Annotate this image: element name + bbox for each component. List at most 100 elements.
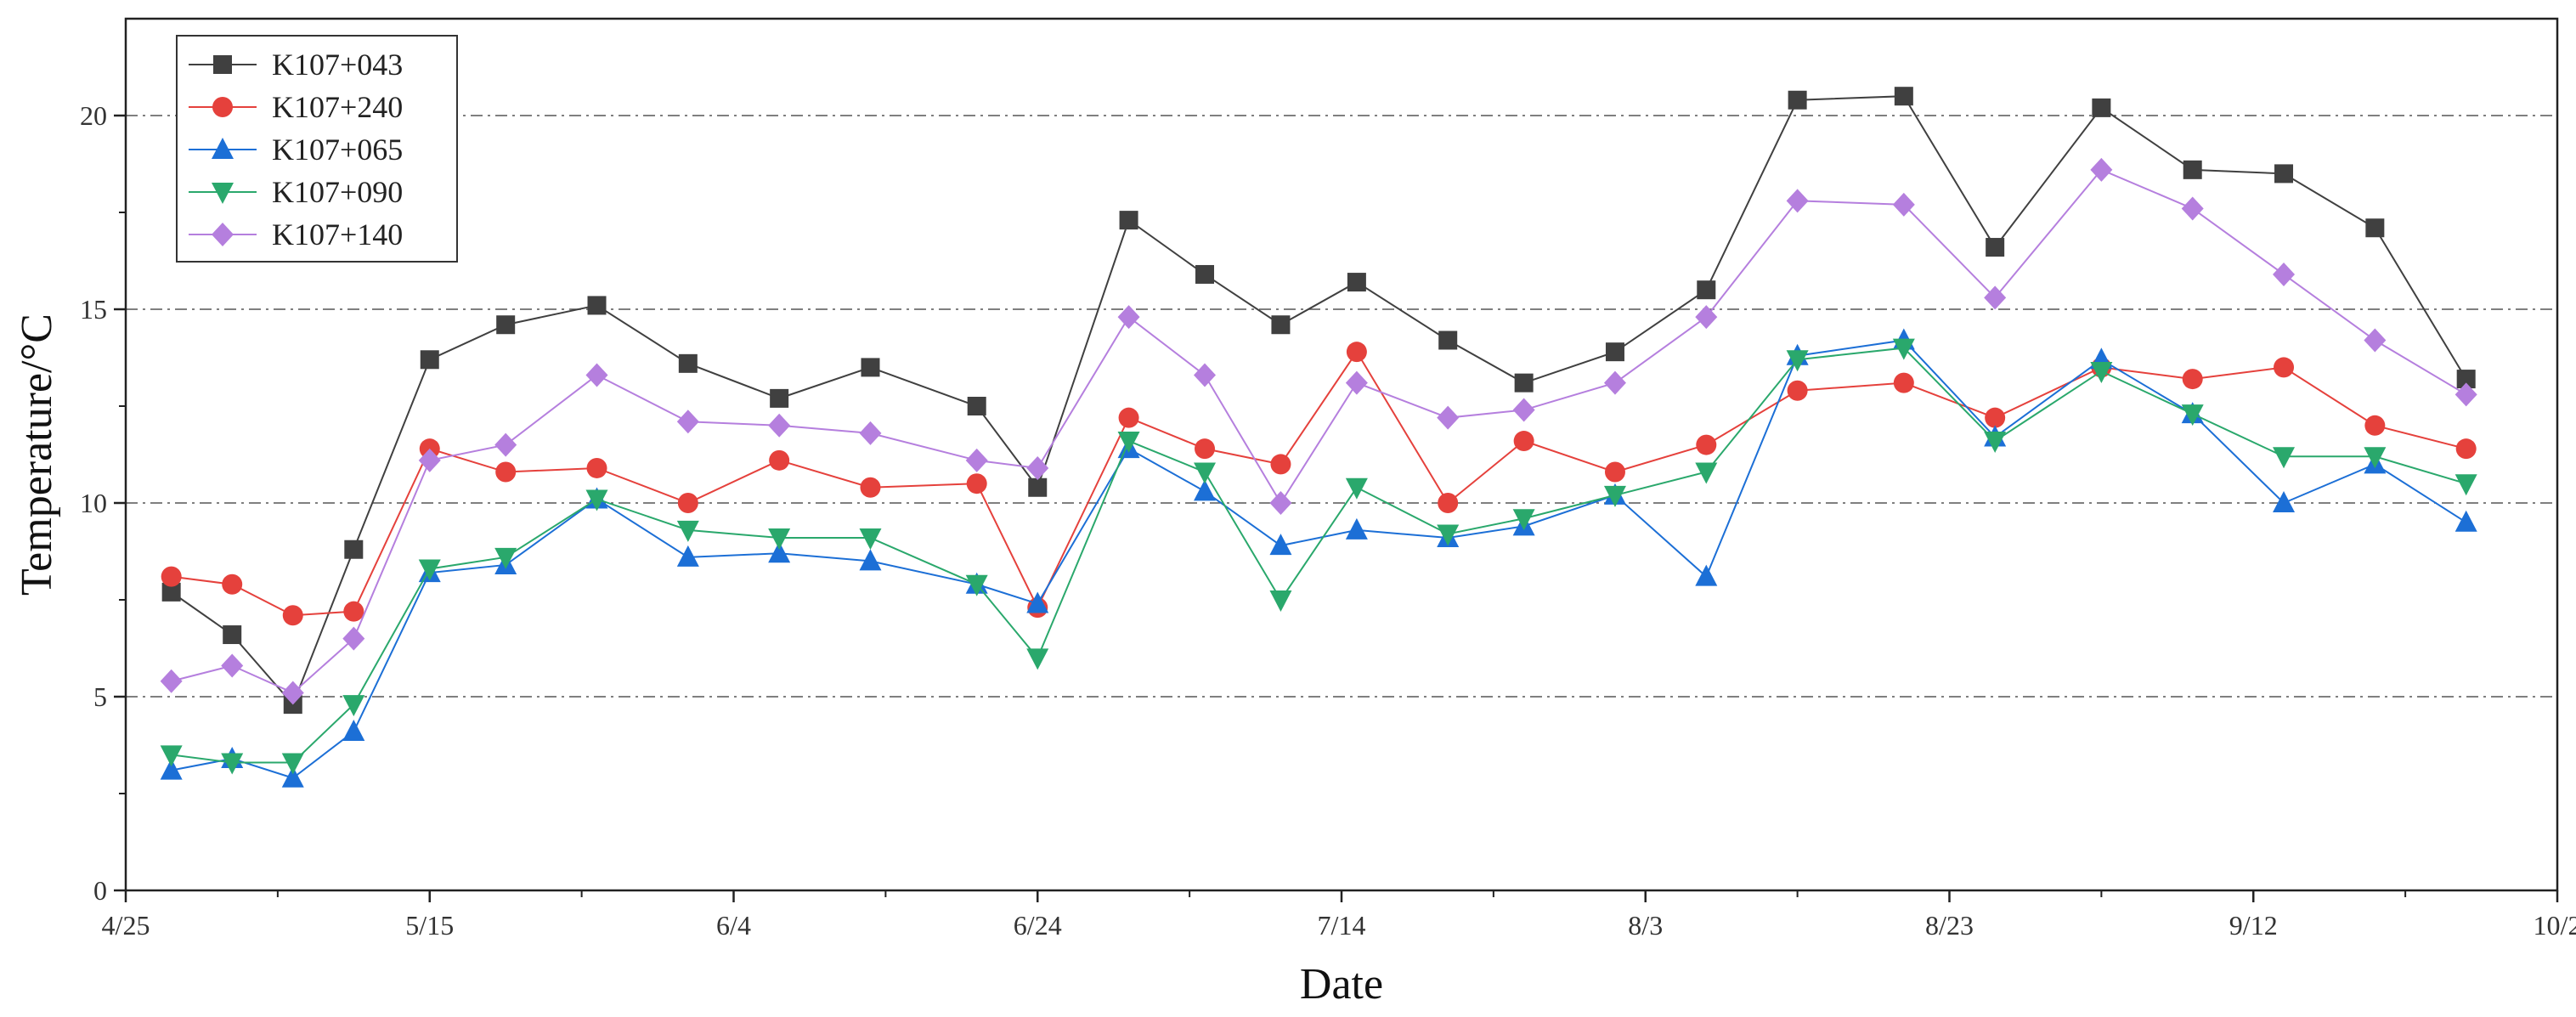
y-tick-label: 20	[80, 100, 107, 131]
data-point	[160, 758, 183, 780]
legend-label: K107+043	[272, 48, 403, 82]
data-point	[161, 582, 181, 602]
data-point	[281, 681, 304, 705]
y-tick-label: 10	[80, 488, 107, 518]
data-point	[1195, 264, 1215, 284]
series-k107-140	[160, 157, 2477, 705]
data-point	[281, 766, 304, 788]
data-point	[587, 296, 607, 315]
data-point	[1437, 405, 1460, 430]
data-point	[859, 549, 882, 571]
data-point	[342, 695, 365, 717]
legend-label: K107+090	[272, 175, 403, 209]
data-point	[859, 528, 882, 551]
data-point	[1345, 370, 1368, 395]
data-point	[2273, 447, 2296, 469]
data-point	[677, 493, 698, 513]
legend-label: K107+240	[272, 90, 403, 124]
data-point	[342, 626, 365, 651]
data-point	[1270, 454, 1291, 475]
data-point	[496, 315, 516, 335]
data-point	[222, 573, 243, 595]
data-point	[1696, 434, 1717, 455]
data-point	[769, 449, 790, 471]
data-point	[2090, 361, 2113, 383]
data-point	[2183, 160, 2202, 179]
legend-item: K107+065	[189, 133, 403, 167]
data-point	[1437, 524, 1460, 546]
data-point	[2182, 369, 2203, 390]
series-line	[171, 339, 2467, 779]
data-point	[1269, 491, 1292, 515]
data-point	[676, 410, 699, 434]
x-tick-label: 9/12	[2229, 910, 2278, 941]
x-tick-label: 10/2	[2534, 910, 2576, 941]
data-point	[1513, 431, 1534, 452]
legend-label: K107+065	[272, 133, 403, 167]
legend-marker	[212, 97, 233, 117]
data-point	[282, 605, 303, 626]
data-point	[344, 540, 364, 559]
data-point	[1892, 338, 1915, 360]
data-point	[1194, 462, 1217, 484]
data-point	[2456, 370, 2476, 389]
data-point	[1271, 315, 1291, 335]
series-layer	[160, 87, 2477, 788]
data-point	[420, 350, 439, 370]
data-point	[768, 528, 791, 551]
data-point	[1986, 238, 2005, 257]
data-point	[1118, 407, 1139, 428]
data-point	[967, 397, 986, 415]
x-tick-label: 4/25	[102, 910, 150, 941]
data-point	[1269, 534, 1292, 556]
legend-marker	[212, 138, 234, 159]
data-point	[1345, 477, 1368, 500]
x-tick-label: 5/15	[405, 910, 454, 941]
data-point	[1026, 591, 1049, 613]
data-point	[1695, 462, 1718, 484]
data-point	[1892, 192, 1915, 217]
data-point	[1026, 455, 1049, 480]
data-point	[1605, 342, 1624, 362]
x-tick-label: 8/3	[1628, 910, 1663, 941]
data-point	[1346, 342, 1367, 363]
data-point	[221, 653, 244, 678]
data-point	[768, 413, 791, 438]
data-point	[2455, 474, 2477, 496]
data-point	[860, 477, 881, 498]
data-point	[221, 753, 244, 775]
data-point	[678, 353, 698, 373]
x-tick-label: 8/23	[1925, 910, 1974, 941]
data-point	[1603, 370, 1626, 395]
legend-marker	[212, 183, 234, 204]
data-point	[160, 669, 183, 693]
legend-marker	[212, 223, 234, 246]
data-point	[2455, 438, 2477, 460]
x-tick-label: 7/14	[1318, 910, 1366, 941]
data-point	[1787, 380, 1808, 401]
x-axis-title: Date	[1300, 960, 1383, 1009]
data-point	[1514, 373, 1534, 393]
data-point	[494, 432, 517, 457]
y-tick-label: 5	[93, 681, 107, 712]
legend-item: K107+043	[189, 48, 403, 82]
data-point	[676, 545, 699, 567]
data-point	[1984, 285, 2007, 310]
data-point	[1119, 211, 1138, 230]
data-point	[1786, 350, 1809, 372]
data-point	[861, 358, 880, 377]
data-point	[2273, 262, 2296, 286]
data-point	[1894, 87, 1913, 106]
data-point	[585, 363, 608, 387]
data-point	[1347, 273, 1366, 292]
data-point	[1786, 189, 1809, 213]
data-point	[965, 574, 988, 596]
data-point	[161, 566, 182, 587]
x-tick-label: 6/4	[716, 910, 751, 941]
data-point	[768, 541, 791, 563]
data-point	[1345, 517, 1368, 540]
data-point	[2273, 491, 2296, 512]
data-point	[160, 745, 183, 767]
data-point	[418, 559, 441, 581]
